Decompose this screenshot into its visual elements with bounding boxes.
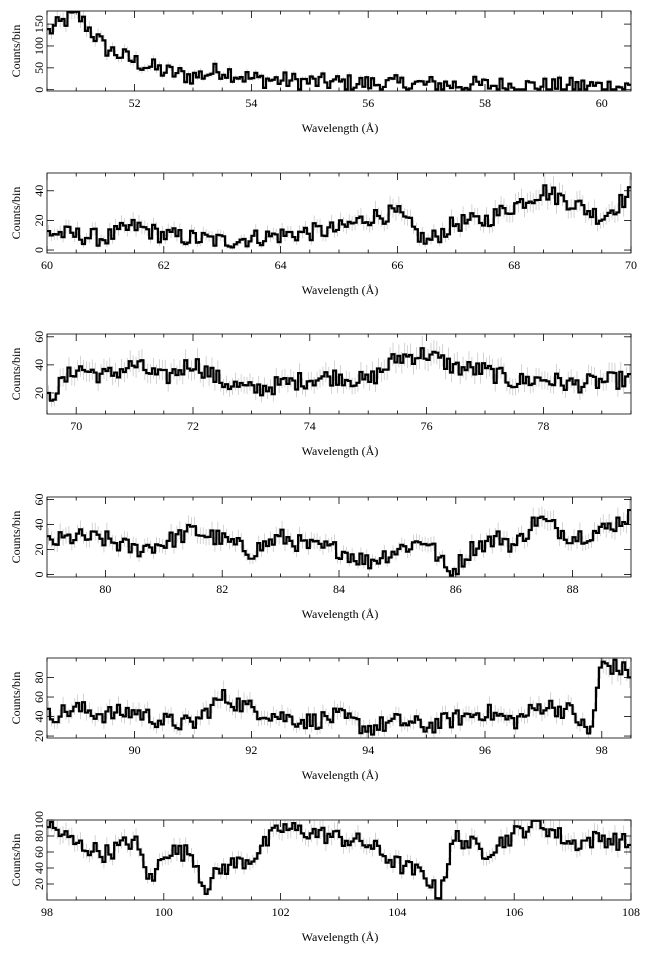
panel-5: 90 92 94 96 98 20 40 60 80 Wavelength (Å) Counts/b… — [9, 657, 632, 782]
error-bars — [48, 336, 630, 408]
y-tick-label: 80 — [32, 672, 46, 684]
x-tick-label: 66 — [391, 258, 403, 272]
x-axis-label: Wavelength (Å) — [302, 283, 379, 297]
x-tick-label: 70 — [625, 258, 637, 272]
y-tick-label: 20 — [32, 387, 46, 399]
series-line — [47, 347, 631, 402]
series-line — [47, 820, 631, 900]
y-tick-label: 20 — [32, 544, 46, 556]
x-axis-label: Wavelength (Å) — [302, 768, 379, 782]
x-tick-label: 72 — [187, 419, 199, 433]
series-line — [47, 658, 631, 736]
x-tick-label: 84 — [333, 582, 345, 596]
y-tick-label: 60 — [32, 494, 46, 506]
series-line — [47, 184, 631, 249]
y-axis-label: Counts/bin — [9, 834, 23, 887]
y-tick-label: 0 — [32, 247, 46, 253]
x-tick-label: 96 — [479, 743, 491, 757]
x-tick-label: 86 — [450, 582, 462, 596]
y-axis-label: Counts/bin — [9, 511, 23, 564]
panel-1: 52 54 56 58 60 0 50 100 150 Wavelength (Å) Counts/… — [9, 10, 632, 135]
x-axis-label: Wavelength (Å) — [302, 930, 379, 944]
y-tick-label: 40 — [32, 185, 46, 197]
series-data — [47, 173, 631, 250]
x-tick-label: 82 — [216, 582, 228, 596]
x-tick-label: 92 — [245, 743, 257, 757]
y-axis-label: Counts/bin — [9, 187, 23, 240]
x-axis-label: Wavelength (Å) — [302, 444, 379, 458]
y-tick-label: 50 — [32, 62, 46, 74]
x-tick-label: 68 — [508, 258, 520, 272]
y-tick-label: 40 — [32, 862, 46, 874]
x-tick-label: 52 — [129, 96, 141, 110]
error-bars — [48, 820, 630, 900]
y-tick-label: 20 — [32, 730, 46, 742]
x-tick-label: 58 — [479, 96, 491, 110]
y-tick-label: 20 — [32, 214, 46, 226]
series-data — [47, 11, 631, 91]
x-tick-label: 106 — [505, 905, 523, 919]
series-line — [47, 508, 631, 577]
plot-frame — [46, 496, 632, 578]
panel-3: 70 72 74 76 78 20 40 60 Wavelength (Å) Counts/bin — [9, 331, 632, 458]
panel-4: 80 82 84 86 88 0 20 40 60 Wavelength (Å) Counts/bi… — [9, 494, 632, 621]
x-tick-label: 64 — [275, 258, 287, 272]
y-axis-label: Counts/bin — [9, 672, 23, 725]
y-tick-label: 150 — [32, 15, 46, 33]
plot-frame — [46, 657, 632, 739]
x-tick-label: 70 — [70, 419, 82, 433]
x-tick-label: 76 — [421, 419, 433, 433]
x-tick-label: 62 — [158, 258, 170, 272]
y-tick-label: 80 — [32, 830, 46, 842]
x-tick-label: 88 — [567, 582, 579, 596]
series-data — [47, 658, 631, 738]
x-tick-label: 98 — [596, 743, 608, 757]
y-tick-label: 40 — [32, 711, 46, 723]
panel-2: 60 62 64 66 68 70 0 20 40 Wavelength (Å) Counts/bi… — [9, 172, 637, 297]
y-tick-label: 60 — [32, 331, 46, 343]
x-tick-label: 54 — [245, 96, 257, 110]
x-tick-label: 100 — [155, 905, 173, 919]
x-tick-label: 56 — [362, 96, 374, 110]
series-data — [47, 336, 631, 408]
error-bars — [48, 658, 630, 738]
series-data — [47, 820, 631, 900]
x-tick-label: 90 — [129, 743, 141, 757]
y-tick-label: 40 — [32, 519, 46, 531]
y-tick-label: 100 — [32, 811, 46, 829]
series-data — [47, 499, 631, 577]
x-axis-label: Wavelength (Å) — [302, 121, 379, 135]
x-tick-label: 80 — [99, 582, 111, 596]
y-tick-label: 40 — [32, 359, 46, 371]
y-axis-label: Counts/bin — [9, 25, 23, 78]
x-tick-label: 78 — [537, 419, 549, 433]
y-axis-label: Counts/bin — [9, 348, 23, 401]
x-tick-label: 102 — [272, 905, 290, 919]
y-tick-label: 60 — [32, 846, 46, 858]
x-tick-label: 98 — [41, 905, 53, 919]
x-tick-label: 104 — [388, 905, 406, 919]
x-tick-label: 74 — [304, 419, 316, 433]
y-tick-label: 0 — [32, 87, 46, 93]
x-tick-label: 60 — [41, 258, 53, 272]
error-bars — [48, 499, 630, 577]
x-tick-label: 94 — [362, 743, 374, 757]
x-tick-label: 108 — [622, 905, 640, 919]
y-tick-label: 60 — [32, 691, 46, 703]
x-axis-label: Wavelength (Å) — [302, 607, 379, 621]
y-tick-label: 0 — [32, 572, 46, 578]
y-tick-label: 100 — [32, 37, 46, 55]
series-line — [47, 11, 631, 91]
y-tick-label: 20 — [32, 878, 46, 890]
x-tick-label: 60 — [596, 96, 608, 110]
